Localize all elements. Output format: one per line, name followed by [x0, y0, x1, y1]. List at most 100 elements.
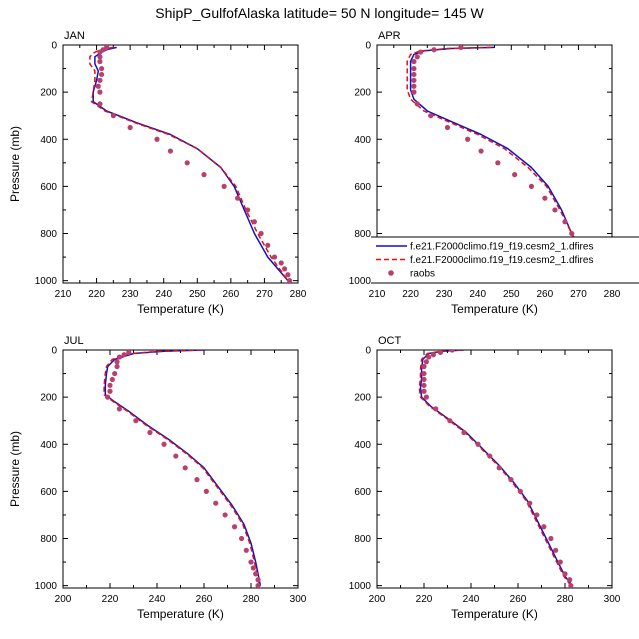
model-a-line [92, 46, 289, 282]
x-tick-label: 220 [102, 594, 119, 605]
plot-frame [376, 349, 613, 589]
raobs-point [248, 559, 254, 565]
panel-apr: 210 220 230 240 250 260 270 280 0 200 400 600 800 100… [349, 30, 621, 316]
x-tick-label: 220 [416, 594, 433, 605]
raobs-point [527, 500, 533, 506]
raobs-point [126, 350, 132, 355]
panel-title: JUL [64, 335, 84, 347]
y-tick-label: 600 [40, 487, 57, 498]
x-tick-label: 230 [436, 289, 453, 300]
raobs-point [112, 370, 118, 377]
x-axis-label: Temperature (K) [451, 607, 538, 621]
panel-jul: 200 220 240 260 280 300 0 200 400 600 800 1000 JUL Te… [8, 335, 307, 621]
raobs-point [508, 477, 514, 483]
plot-frame [62, 349, 299, 589]
raobs-point [97, 49, 103, 55]
y-tick-label: 400 [40, 440, 57, 451]
raobs-point [433, 406, 439, 412]
panel-oct: 200 220 240 260 280 300 0 200 400 600 800 1000 OCT Te… [349, 335, 621, 621]
legend-item: raobs [388, 269, 435, 280]
raobs-point [423, 359, 429, 365]
raobs-point [557, 559, 563, 565]
raobs-point [278, 260, 284, 266]
x-tick-label: 300 [604, 594, 621, 605]
raobs-point [287, 278, 293, 283]
raobs-point [97, 54, 103, 60]
raobs-point [444, 124, 451, 131]
y-axis-label: Pressure (mb) [8, 126, 22, 202]
raobs-point [239, 535, 245, 542]
y-tick-label: 800 [40, 534, 57, 545]
raobs-point [487, 453, 493, 459]
raobs-point [421, 382, 427, 388]
raobs-point [426, 354, 432, 360]
raobs-point [243, 547, 249, 553]
raobs-point [121, 352, 127, 358]
x-tick-label: 200 [55, 594, 72, 605]
raobs-point [114, 359, 120, 365]
raobs-point [414, 101, 420, 107]
raobs-point [421, 376, 427, 383]
x-axis-label: Temperature (K) [137, 607, 224, 621]
raobs-point [478, 148, 484, 154]
x-tick-label: 260 [196, 594, 213, 605]
raobs-point [255, 577, 261, 583]
y-tick-label: 600 [354, 487, 371, 498]
y-tick-label: 1000 [35, 276, 58, 287]
x-tick-label: 210 [55, 289, 72, 300]
raobs-point [251, 219, 257, 225]
model-b-line [406, 46, 603, 282]
panel-title: OCT [378, 335, 402, 347]
x-tick-label: 240 [149, 594, 166, 605]
raobs-point [414, 54, 420, 60]
raobs-point [161, 441, 167, 447]
raobs-point [548, 535, 554, 542]
x-tick-label: 280 [604, 289, 621, 300]
raobs-point [110, 113, 116, 119]
raobs-point [568, 583, 574, 588]
raobs-point [109, 376, 115, 383]
y-tick-label: 400 [40, 135, 57, 146]
raobs-point [221, 183, 227, 189]
raobs-point [411, 83, 417, 89]
x-tick-label: 250 [189, 289, 206, 300]
raobs-point [475, 441, 481, 447]
raobs-point [222, 512, 228, 518]
y-tick-label: 800 [354, 534, 371, 545]
raobs-point [569, 230, 575, 237]
legend-label: f.e21.F2000climo.f19_f19.cesm2_1.dfires [410, 255, 593, 266]
raobs-point [258, 230, 264, 237]
y-tick-label: 200 [40, 393, 57, 404]
raobs-point [167, 148, 174, 154]
x-axis-label: Temperature (K) [451, 302, 538, 316]
raobs-point [534, 512, 540, 518]
raobs-point [234, 195, 241, 201]
raobs-point [255, 583, 261, 588]
raobs-point [430, 352, 436, 358]
y-tick-label: 200 [354, 393, 371, 404]
y-tick-label: 400 [354, 440, 371, 451]
raobs-point [411, 89, 417, 95]
raobs-point [553, 547, 559, 553]
raobs-point [213, 500, 219, 506]
y-tick-label: 0 [51, 346, 57, 357]
raobs-point [449, 350, 455, 353]
y-tick-label: 1000 [349, 581, 372, 592]
legend-label: raobs [410, 269, 435, 280]
x-tick-label: 280 [557, 594, 574, 605]
raobs-point [423, 394, 429, 400]
legend-label: f.e21.F2000climo.f19_f19.cesm2_1.dfires [410, 242, 593, 253]
raobs-point [281, 266, 288, 272]
series-group [89, 45, 293, 283]
raobs-point [201, 172, 207, 178]
raobs-point [154, 136, 160, 142]
y-tick-label: 0 [365, 41, 371, 52]
y-tick-label: 200 [354, 88, 371, 99]
raobs-point [447, 418, 453, 424]
series-group [103, 350, 262, 588]
raobs-point [107, 382, 113, 388]
raobs-point [271, 254, 278, 260]
raobs-point [203, 488, 209, 494]
x-tick-label: 260 [510, 594, 527, 605]
x-tick-label: 260 [537, 289, 554, 300]
